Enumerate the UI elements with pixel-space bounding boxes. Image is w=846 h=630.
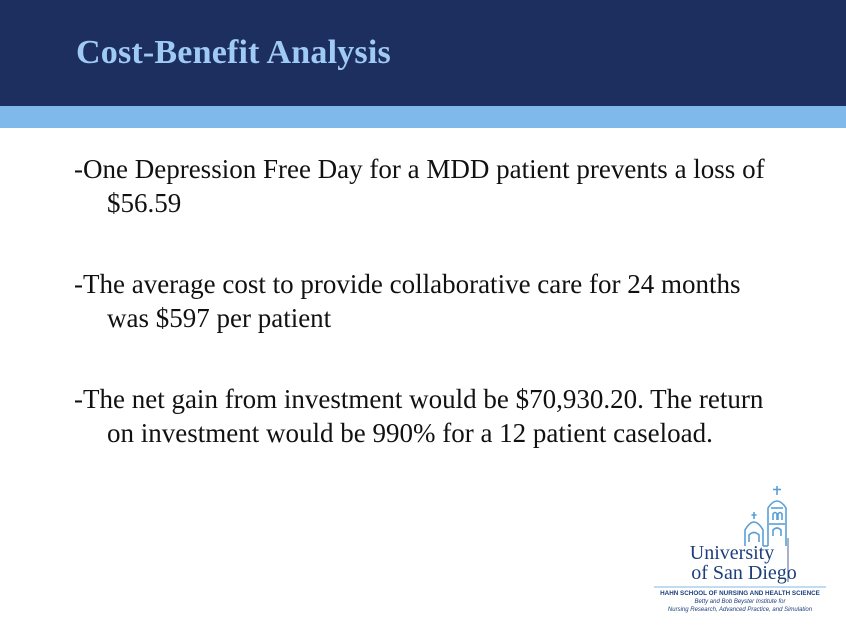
logo-university-place: of San Diego (691, 562, 797, 584)
university-logo: University of San Diego HAHN SCHOOL OF N… (650, 486, 830, 620)
accent-bar (0, 106, 846, 128)
bullet-item: -The net gain from investment would be $… (74, 384, 764, 448)
bullet-item: -The average cost to provide collaborati… (74, 269, 741, 333)
logo-university-name: University (689, 542, 775, 564)
bullet-item: -One Depression Free Day for a MDD patie… (74, 154, 765, 218)
mission-church-icon (654, 486, 826, 588)
title-bar: Cost-Benefit Analysis (0, 0, 846, 106)
slide-title: Cost-Benefit Analysis (76, 34, 391, 71)
logo-institute-line: Betty and Bob Beyster Institute for (694, 599, 786, 605)
logo-school-name: HAHN SCHOOL OF NURSING AND HEALTH SCIENC… (660, 590, 820, 597)
logo-institute-line: Nursing Research, Advanced Practice, and… (667, 607, 813, 613)
bullet-list: -One Depression Free Day for a MDD patie… (74, 152, 774, 450)
